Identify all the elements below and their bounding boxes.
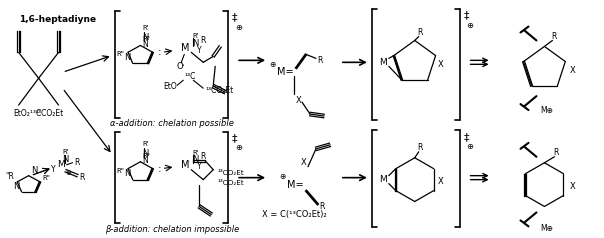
Text: ⊕: ⊕ (235, 143, 242, 152)
Text: M=: M= (287, 180, 304, 190)
Text: R': R' (62, 149, 69, 155)
Text: EtO: EtO (164, 82, 178, 91)
Text: N: N (142, 33, 149, 42)
Text: 1,6-heptadiyne: 1,6-heptadiyne (19, 15, 96, 24)
Text: α-addition: chelation possible: α-addition: chelation possible (111, 119, 234, 129)
Text: ⊕: ⊕ (279, 172, 285, 181)
Text: X: X (438, 177, 443, 186)
Text: X: X (301, 158, 307, 167)
Text: R": R" (116, 168, 124, 174)
Text: N: N (143, 40, 148, 49)
Text: N: N (143, 156, 148, 165)
Text: R: R (80, 173, 85, 182)
Text: N: N (142, 149, 149, 158)
Text: ⊕: ⊕ (467, 142, 474, 151)
Text: "R: "R (5, 172, 14, 181)
Text: X: X (570, 66, 575, 75)
Text: R": R" (143, 36, 150, 42)
Text: ¹³C: ¹³C (185, 72, 196, 81)
Text: M: M (181, 43, 190, 53)
Text: M: M (181, 160, 190, 170)
Text: R: R (201, 152, 206, 161)
Text: N: N (192, 39, 199, 48)
Text: M⊕: M⊕ (540, 224, 553, 233)
Text: N: N (13, 182, 19, 191)
Text: ⊕: ⊕ (66, 170, 71, 176)
Text: R": R" (116, 51, 124, 57)
Text: X: X (438, 60, 443, 69)
Text: ⊕: ⊕ (235, 23, 242, 32)
Text: R": R" (143, 153, 150, 159)
Text: M: M (379, 175, 387, 184)
Text: N: N (124, 53, 130, 62)
Text: R: R (417, 143, 422, 152)
Text: R': R' (142, 141, 149, 147)
Text: R: R (74, 158, 80, 167)
Text: β-addition: chelation impossible: β-addition: chelation impossible (105, 225, 239, 234)
Text: ‡: ‡ (232, 133, 237, 143)
Text: M: M (57, 160, 65, 169)
Text: R: R (417, 28, 422, 37)
Text: R: R (554, 148, 559, 157)
Text: ‡: ‡ (464, 132, 469, 142)
Text: R: R (551, 32, 557, 41)
Text: R: R (201, 36, 206, 45)
Text: R': R' (142, 25, 149, 30)
Text: R: R (320, 202, 324, 211)
Text: R': R' (192, 150, 199, 156)
Text: ⊕: ⊕ (269, 60, 275, 69)
Text: :: : (158, 47, 161, 57)
Text: ⊕: ⊕ (467, 20, 474, 30)
Text: N: N (124, 169, 130, 178)
Text: X: X (296, 96, 302, 105)
Text: N: N (192, 155, 199, 164)
Text: ¹³CO₂Et: ¹³CO₂Et (217, 170, 244, 176)
Text: Y: Y (197, 162, 202, 171)
Text: ¹³CO₂Et: ¹³CO₂Et (205, 86, 234, 95)
Text: N: N (62, 155, 69, 164)
Text: Y: Y (51, 165, 56, 174)
Text: R": R" (42, 175, 50, 181)
Text: X = C(¹³CO₂Et)₂: X = C(¹³CO₂Et)₂ (262, 210, 326, 219)
Text: ‡: ‡ (464, 11, 469, 21)
Text: M: M (379, 58, 387, 67)
Text: M=: M= (277, 67, 294, 77)
Text: R': R' (192, 34, 199, 40)
Text: N: N (31, 166, 37, 175)
Text: :: : (158, 164, 161, 174)
Text: ¹³CO₂Et: ¹³CO₂Et (217, 180, 244, 186)
Text: R: R (317, 56, 323, 65)
Text: Y: Y (197, 46, 202, 55)
Text: ¹³CO₂Et: ¹³CO₂Et (35, 109, 63, 118)
Text: M⊕: M⊕ (540, 105, 553, 114)
Text: X: X (570, 182, 575, 191)
Text: EtO₂¹³C: EtO₂¹³C (14, 109, 42, 118)
Text: ‡: ‡ (232, 13, 237, 23)
Text: O: O (177, 62, 184, 71)
